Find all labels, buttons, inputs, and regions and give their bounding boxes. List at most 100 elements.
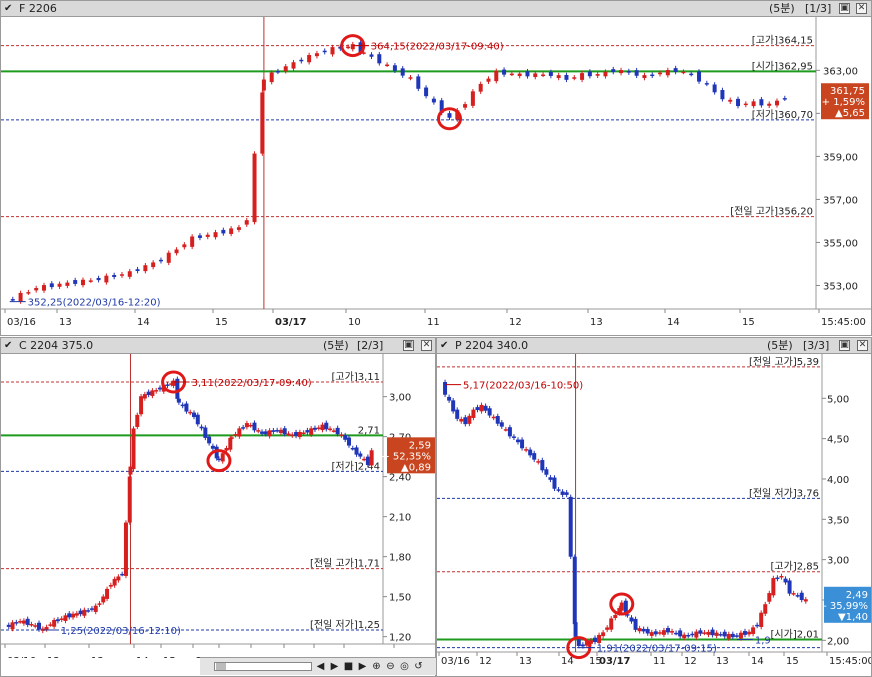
badge-change: ▲0,89 xyxy=(401,462,431,473)
restore-icon[interactable]: ▣ xyxy=(839,340,850,351)
candle-body xyxy=(400,68,405,76)
candle-body xyxy=(237,428,242,437)
chart-panel-c2204: ✔ C 2204 375.0 (5분) [2/3] ▣ ✕ 3,002,702,… xyxy=(0,337,436,677)
candle-body xyxy=(637,628,642,632)
candle-body xyxy=(392,65,397,71)
candle-body xyxy=(78,610,83,615)
candle-body xyxy=(26,292,31,294)
candle-body xyxy=(603,71,608,77)
candle-body xyxy=(689,73,694,76)
restore-icon[interactable]: ▣ xyxy=(839,3,850,14)
stop-button[interactable]: ■ xyxy=(343,661,354,672)
candle-body xyxy=(291,62,296,69)
candle-body xyxy=(613,615,618,619)
candle-body xyxy=(221,229,226,234)
candle-body xyxy=(350,447,355,450)
level-label: [고가]2,85 xyxy=(771,561,819,573)
y-tick-label: 1,80 xyxy=(389,553,411,564)
badge-change: ▼1,40 xyxy=(838,612,868,623)
y-tick-label: 1,50 xyxy=(389,593,411,604)
candle-body xyxy=(354,447,359,455)
candle-body xyxy=(119,274,124,276)
candle-body xyxy=(767,593,772,602)
candle-body xyxy=(182,244,187,248)
y-tick-label: 3,50 xyxy=(827,515,849,526)
scroll-right-button[interactable]: ▶ xyxy=(330,661,339,672)
annotation-label: 5,17(2022/03/16-10:50) xyxy=(463,381,583,392)
candle-body xyxy=(112,578,117,586)
close-icon[interactable]: ✕ xyxy=(856,3,867,14)
panel-checkbox[interactable]: ✔ xyxy=(440,340,449,351)
candle-body xyxy=(657,632,662,634)
candle-body xyxy=(775,577,780,580)
candle-body xyxy=(157,387,162,390)
candle-body xyxy=(169,383,174,385)
current-price-badge xyxy=(824,586,871,623)
y-tick-label: 2,00 xyxy=(827,636,849,647)
candle-body xyxy=(361,52,366,54)
zoom-in-icon[interactable]: ⊕ xyxy=(372,661,381,672)
candle-body xyxy=(525,71,530,77)
candle-body xyxy=(767,103,772,106)
candle-body xyxy=(18,292,23,302)
chart-panel-p2204: ✔ P 2204 340.0 (5분) [3/3] ▣ ✕ 5,00 4,50 4,… xyxy=(436,337,872,677)
candle-body xyxy=(803,599,808,602)
candle-body xyxy=(451,400,456,412)
reset-icon[interactable]: ↺ xyxy=(414,661,423,672)
candle-body xyxy=(706,631,711,635)
x-tick-label: 03/17 xyxy=(275,317,307,328)
close-icon[interactable]: ✕ xyxy=(421,340,432,351)
scroll-left-button[interactable]: ◀ xyxy=(316,661,325,672)
candle-body xyxy=(494,70,499,82)
x-tick-label: 14 xyxy=(667,317,680,328)
close-icon[interactable]: ✕ xyxy=(857,340,868,351)
scroll-toolbar: ◀ ▶ ■ ▶ ⊕ ⊖ ◎ ↺ xyxy=(200,657,436,675)
candle-body xyxy=(463,417,468,425)
candle-body xyxy=(105,588,110,599)
candle-body xyxy=(294,432,299,436)
candle-body xyxy=(176,398,181,403)
candle-body xyxy=(52,619,57,627)
candle-body xyxy=(307,55,312,63)
candle-body xyxy=(455,110,460,120)
candle-body xyxy=(324,422,329,430)
candle-body xyxy=(439,100,444,113)
candle-body xyxy=(629,617,634,622)
x-tick-label: 10 xyxy=(348,317,361,328)
candle-body xyxy=(681,71,686,74)
candle-body xyxy=(166,252,171,263)
candle-body xyxy=(751,627,756,634)
candle-body xyxy=(517,73,522,77)
zoom-out-icon[interactable]: ⊖ xyxy=(386,661,395,672)
panel-period: (5분) xyxy=(323,339,349,352)
candle-body xyxy=(278,429,283,434)
candle-body xyxy=(520,439,525,449)
y-tick-label: 363,00 xyxy=(823,66,858,77)
candle-body xyxy=(623,600,628,615)
y-tick-label: 2,40 xyxy=(389,473,411,484)
play-button[interactable]: ▶ xyxy=(358,661,367,672)
candle-body xyxy=(779,575,784,578)
candle-body xyxy=(528,449,533,456)
candle-body xyxy=(694,631,699,638)
candle-body xyxy=(634,70,639,76)
zoom-fit-icon[interactable]: ◎ xyxy=(400,661,409,672)
candle-body xyxy=(34,288,39,291)
candle-body xyxy=(431,98,436,103)
candle-body xyxy=(787,580,792,594)
candle-body xyxy=(213,232,218,238)
panel-checkbox[interactable]: ✔ xyxy=(4,340,13,351)
candle-body xyxy=(180,404,185,407)
restore-icon[interactable]: ▣ xyxy=(403,340,414,351)
scroll-track[interactable] xyxy=(214,662,312,671)
candle-body xyxy=(424,87,429,97)
scroll-thumb[interactable] xyxy=(216,663,226,670)
candle-body xyxy=(416,76,421,89)
candle-body xyxy=(499,422,504,427)
candle-body xyxy=(290,434,295,437)
candle-body xyxy=(320,424,325,431)
panel-checkbox[interactable]: ✔ xyxy=(4,3,13,14)
candle-body xyxy=(233,434,238,436)
x-tick-label: 03/17 xyxy=(599,656,631,667)
candle-body xyxy=(495,416,500,424)
